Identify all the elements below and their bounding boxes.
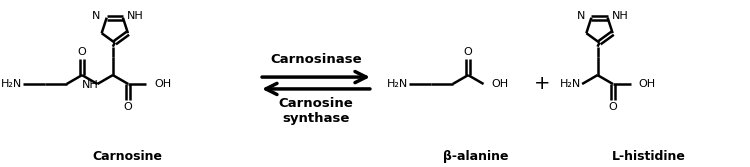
Text: H₂N: H₂N — [1, 79, 22, 89]
Text: L-histidine: L-histidine — [612, 150, 686, 163]
Text: O: O — [464, 47, 472, 57]
Text: OH: OH — [638, 79, 656, 89]
Text: NH: NH — [611, 11, 628, 21]
Text: H₂N: H₂N — [560, 79, 581, 89]
Text: NH: NH — [127, 11, 143, 21]
Text: β-alanine: β-alanine — [442, 150, 509, 163]
Text: OH: OH — [154, 79, 171, 89]
Text: O: O — [78, 47, 86, 57]
Text: Carnosine
synthase: Carnosine synthase — [278, 97, 353, 125]
Text: +: + — [534, 74, 550, 94]
Text: H₂N: H₂N — [387, 79, 408, 89]
Text: Carnosinase: Carnosinase — [270, 53, 362, 66]
Text: O: O — [608, 102, 617, 112]
Text: N: N — [577, 11, 586, 21]
Text: OH: OH — [491, 79, 508, 89]
Text: O: O — [124, 102, 133, 112]
Text: Carnosine: Carnosine — [93, 150, 163, 163]
Text: N: N — [92, 11, 100, 21]
Text: NH: NH — [82, 80, 99, 91]
